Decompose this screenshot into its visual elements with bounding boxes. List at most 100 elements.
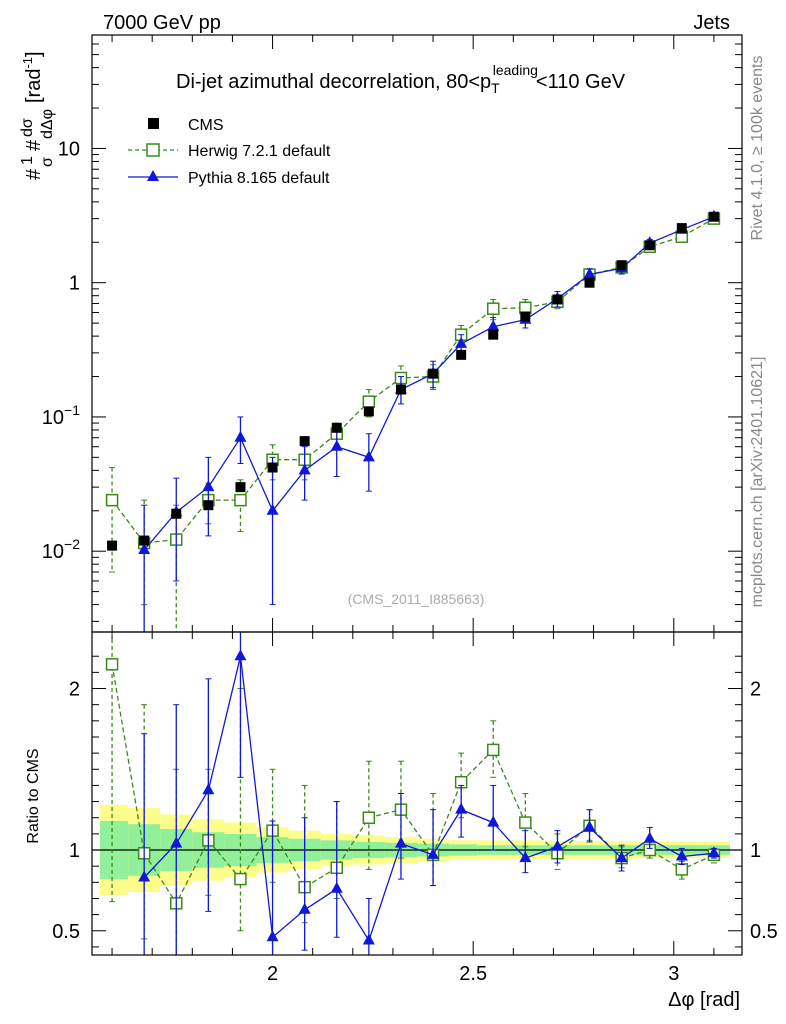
herwig-point: [234, 493, 247, 507]
pythia-ratio-point: [170, 836, 183, 848]
pythia-point: [487, 319, 500, 331]
x-tick-label: 2.5: [459, 963, 487, 985]
y-tick-label: 10−1: [42, 402, 80, 429]
pythia-ratio-point: [455, 802, 468, 814]
svg-text:dΔφ: dΔφ: [39, 109, 56, 139]
rivet-label: Rivet 4.1.0, ≥ 100k events: [749, 56, 766, 241]
legend-label-cms: CMS: [188, 117, 224, 134]
cms-point: [676, 223, 687, 234]
y-tick-label: 1: [69, 273, 80, 295]
cms-point: [552, 294, 563, 305]
herwig-ratio-point: [234, 872, 247, 886]
cms-point: [299, 436, 310, 447]
ratio-y-tick-label-right: 1: [750, 840, 761, 862]
cms-point: [267, 462, 278, 473]
herwig-line: [111, 218, 715, 544]
herwig-ratio-point: [519, 816, 532, 829]
pythia-ratio-point: [266, 930, 279, 942]
y-tick-label: 10−2: [42, 536, 80, 563]
cms-point: [584, 277, 595, 288]
pythia-ratio-point: [583, 820, 596, 832]
herwig-ratio-point: [362, 811, 376, 824]
cms-point: [107, 540, 118, 551]
herwig-ratio-point: [486, 743, 500, 757]
pythia-point: [330, 439, 343, 451]
chart-title: Di-jet azimuthal decorrelation, 80<pTlea…: [176, 62, 626, 96]
legend-label-herwig: Herwig 7.2.1 default: [188, 143, 331, 160]
ratio-y-tick-label: 2: [69, 679, 80, 701]
svg-text:σ: σ: [39, 157, 56, 167]
pythia-point: [266, 503, 279, 515]
pythia-ratio-point: [487, 815, 500, 827]
pythia-ratio-point: [298, 902, 311, 914]
cms-point: [331, 422, 342, 433]
pythia-ratio-point: [615, 851, 628, 863]
pythia-point: [234, 430, 247, 442]
legend-label-pythia: Pythia 8.165 default: [188, 170, 330, 187]
svg-text:#: #: [23, 168, 45, 180]
header-left: 7000 GeV pp: [103, 12, 221, 34]
pythia-ratio-point: [138, 870, 151, 882]
pythia-line: [143, 216, 715, 551]
legend-marker-cms: [148, 118, 159, 129]
pythia-ratio-point: [394, 836, 407, 848]
legend-marker-herwig: [146, 143, 160, 157]
ratio-y-label: Ratio to CMS: [25, 748, 42, 843]
cms-point: [616, 260, 627, 271]
svg-text:#: #: [23, 139, 45, 151]
pythia-ratio-point: [675, 849, 688, 861]
ratio-y-tick-label: 0.5: [52, 921, 80, 943]
herwig-ratio-point: [105, 658, 119, 671]
x-axis-label: Δφ [rad]: [668, 989, 740, 1011]
ratio-y-tick-label-right: 2: [750, 679, 761, 701]
analysis-watermark: (CMS_2011_I885663): [348, 591, 485, 607]
pythia-ratio-point: [427, 847, 440, 859]
pythia-ratio-point: [330, 881, 343, 893]
pythia-ratio-line: [143, 656, 714, 943]
header-right: Jets: [693, 12, 730, 34]
cms-point: [428, 368, 439, 379]
pythia-ratio-point: [551, 839, 564, 851]
herwig-point: [362, 395, 376, 408]
cms-point: [456, 349, 467, 360]
pythia-ratio-point: [362, 933, 375, 945]
svg-text:1: 1: [19, 156, 36, 165]
pythia-point: [138, 543, 151, 555]
x-tick-label: 3: [668, 963, 679, 985]
main-plot-area: 10−2 10−1 1 10: [42, 34, 742, 633]
pythia-point: [298, 463, 311, 475]
pythia-ratio-point: [519, 851, 532, 863]
herwig-ratio-point: [675, 863, 689, 876]
pythia-point: [455, 336, 468, 348]
pythia-ratio-point: [643, 831, 656, 843]
cms-point: [139, 535, 150, 546]
cms-point: [488, 329, 499, 340]
ratio-plot-area: 2 2.5 3 0.5 0.5 1 1 2 2: [52, 631, 778, 985]
cms-point: [203, 500, 214, 511]
cms-point: [644, 240, 655, 251]
herwig-point: [105, 493, 119, 507]
ratio-frame: [91, 631, 743, 956]
y-tick-label: 10: [58, 138, 80, 160]
svg-text:dσ: dσ: [19, 118, 36, 137]
mcplots-label: mcplots.cern.ch [arXiv:2401.10621]: [749, 357, 766, 608]
pythia-point: [362, 450, 375, 462]
ratio-y-tick-label: 1: [69, 840, 80, 862]
pythia-point: [202, 480, 215, 492]
y-axis-label: # 1 σ # dσ dΔφ [rad-1]: [19, 51, 56, 180]
herwig-point: [486, 302, 500, 315]
pythia-point: [583, 267, 596, 279]
pythia-ratio-point: [234, 649, 247, 661]
ratio-y-tick-label-right: 0.5: [750, 921, 778, 943]
svg-text:[rad-1]: [rad-1]: [20, 51, 45, 103]
pythia-ratio-point: [707, 846, 720, 858]
legend: CMS Herwig 7.2.1 default Pythia 8.165 de…: [128, 117, 331, 187]
pythia-ratio-point: [202, 783, 215, 795]
x-tick-label: 2: [267, 963, 278, 985]
cms-point: [235, 482, 246, 493]
cms-point: [395, 384, 406, 395]
cms-point: [171, 508, 182, 519]
cms-point: [708, 211, 719, 222]
legend-marker-pythia: [147, 170, 159, 181]
